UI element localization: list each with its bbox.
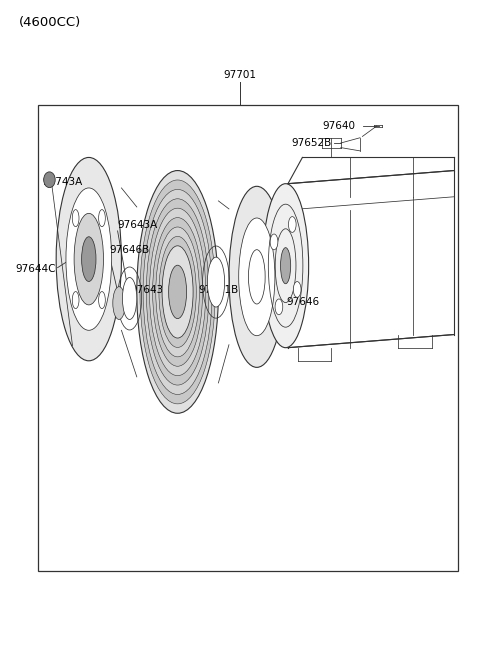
- Ellipse shape: [149, 208, 206, 376]
- Ellipse shape: [263, 184, 309, 348]
- Ellipse shape: [270, 234, 278, 250]
- Ellipse shape: [72, 210, 79, 227]
- Ellipse shape: [159, 236, 196, 348]
- Ellipse shape: [168, 265, 187, 319]
- Ellipse shape: [146, 199, 209, 385]
- Ellipse shape: [72, 291, 79, 308]
- Text: 97743A: 97743A: [42, 177, 83, 187]
- Ellipse shape: [137, 171, 218, 413]
- Text: 97711B: 97711B: [198, 285, 239, 295]
- Ellipse shape: [82, 237, 96, 281]
- Ellipse shape: [239, 218, 275, 336]
- Ellipse shape: [162, 246, 193, 338]
- Ellipse shape: [229, 186, 285, 367]
- Text: 97646B: 97646B: [109, 245, 150, 255]
- Text: (4600CC): (4600CC): [19, 16, 82, 30]
- Text: 97701: 97701: [224, 70, 256, 80]
- Ellipse shape: [275, 299, 283, 315]
- Ellipse shape: [288, 216, 296, 232]
- Ellipse shape: [122, 277, 137, 319]
- Text: 97644C: 97644C: [15, 264, 56, 274]
- Text: 97652B: 97652B: [291, 138, 331, 148]
- Text: 97643A: 97643A: [118, 220, 158, 230]
- Ellipse shape: [98, 210, 105, 227]
- Ellipse shape: [153, 218, 203, 366]
- Ellipse shape: [113, 287, 125, 319]
- Text: 97640: 97640: [322, 121, 355, 131]
- Ellipse shape: [280, 247, 291, 283]
- Ellipse shape: [44, 172, 55, 188]
- Ellipse shape: [140, 180, 215, 404]
- Text: 97646: 97646: [286, 297, 319, 307]
- Text: 97643E: 97643E: [131, 285, 170, 295]
- Bar: [38, 105, 458, 571]
- Ellipse shape: [56, 157, 121, 361]
- Ellipse shape: [143, 190, 212, 394]
- Ellipse shape: [74, 213, 104, 305]
- Ellipse shape: [98, 291, 105, 308]
- Ellipse shape: [293, 281, 301, 297]
- Ellipse shape: [207, 257, 225, 307]
- Ellipse shape: [156, 227, 199, 357]
- Ellipse shape: [66, 188, 112, 330]
